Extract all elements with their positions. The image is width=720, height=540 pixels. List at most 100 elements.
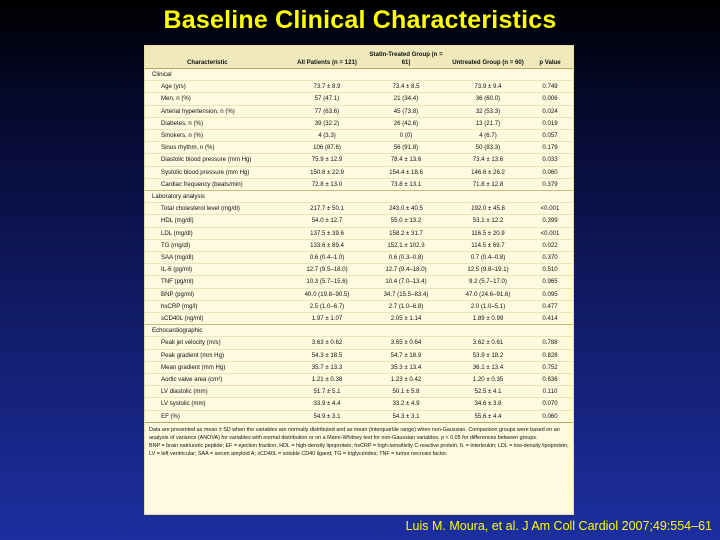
section-header-row: Clinical [145, 69, 573, 81]
section-header-row: Laboratory analysis [145, 190, 573, 203]
cell-statin-group: 33.2 ± 4.9 [363, 397, 449, 411]
table-row: hsCRP (mg/l) 2.5 (1.0–6.7) 2.7 (1.0–6.8) 2.… [145, 299, 573, 313]
cell-statin-group: 21 (34.4) [363, 92, 449, 106]
cell-all-patients: 54.0 ± 12.7 [291, 214, 363, 228]
header-all-patients: All Patients (n = 121) [291, 46, 363, 69]
table-row: BNP (pg/ml) 40.0 (19.8–90.5) 34.7 (15.5–83… [145, 287, 573, 301]
cell-all-patients: 217.7 ± 50.1 [291, 202, 363, 215]
table-row: Arterial hypertension, n (%) 77 (63.6) 45 … [145, 104, 573, 118]
table-row: LDL (mg/dl) 137.5 ± 39.6 158.2 ± 31.7 116.5… [145, 226, 573, 240]
slide-title: Baseline Clinical Characteristics [163, 6, 557, 34]
cell-untreated-group: 13 (21.7) [449, 116, 527, 130]
cell-p-value: 0.636 [527, 373, 573, 386]
row-label: Sinus rhythm, n (%) [145, 141, 291, 154]
cell-p-value: 0.828 [527, 348, 573, 362]
cell-all-patients: 137.5 ± 39.6 [291, 226, 363, 240]
row-label: Arterial hypertension, n (%) [145, 104, 291, 118]
cell-untreated-group: 34.6 ± 3.8 [449, 397, 527, 411]
row-label: Peak jet velocity (m/s) [145, 336, 291, 350]
row-label: IL-6 (pg/ml) [145, 263, 291, 276]
table-row: Peak gradient (mm Hg) 54.3 ± 18.5 54.7 ± 1… [145, 348, 573, 362]
cell-statin-group: 154.4 ± 18.6 [363, 165, 449, 179]
cell-p-value: 0.414 [527, 312, 573, 325]
cell-p-value: 0.060 [527, 165, 573, 179]
cell-p-value: 0.022 [527, 238, 573, 252]
row-label: Aortic valve area (cm²) [145, 373, 291, 386]
cell-untreated-group: 12.5 (9.8–19.1) [449, 263, 527, 276]
table-row: TNF (pg/ml) 10.3 (5.7–15.6) 10.4 (7.0–13.4… [145, 275, 573, 289]
cell-all-patients: 133.6 ± 89.4 [291, 238, 363, 252]
row-label: Systolic blood pressure (mm Hg) [145, 165, 291, 179]
cell-p-value: 0.006 [527, 92, 573, 106]
cell-all-patients: 72.8 ± 13.0 [291, 177, 363, 191]
cell-untreated-group: 50 (83.3) [449, 141, 527, 154]
table-row: Smokers, n (%) 4 (3.3) 0 (0) 4 (6.7) 0.057 [145, 129, 573, 142]
cell-untreated-group: 71.8 ± 12.8 [449, 177, 527, 191]
cell-untreated-group: 3.62 ± 0.61 [449, 336, 527, 350]
cell-all-patients: 54.3 ± 18.5 [291, 348, 363, 362]
table-row: Total cholesterol level (mg/dl) 217.7 ± 5… [145, 202, 573, 215]
cell-statin-group: 12.7 (9.4–18.0) [363, 263, 449, 276]
cell-p-value: 0.379 [527, 177, 573, 191]
cell-statin-group: 34.7 (15.5–83.4) [363, 287, 449, 301]
cell-all-patients: 0.6 (0.4–1.0) [291, 251, 363, 264]
cell-all-patients: 4 (3.3) [291, 129, 363, 142]
cell-all-patients: 2.5 (1.0–6.7) [291, 299, 363, 313]
cell-p-value: 0.019 [527, 116, 573, 130]
header-characteristic: Characteristic [145, 46, 291, 69]
cell-statin-group: 78.4 ± 13.6 [363, 153, 449, 167]
cell-statin-group: 0 (0) [363, 129, 449, 142]
cell-untreated-group: 192.0 ± 45.8 [449, 202, 527, 215]
cell-statin-group: 1.23 ± 0.42 [363, 373, 449, 386]
cell-p-value: <0.001 [527, 226, 573, 240]
row-label: HDL (mg/dl) [145, 214, 291, 228]
table-row: LV diastolic (mm) 51.7 ± 5.1 50.1 ± 5.8 52.… [145, 385, 573, 398]
table-row: EF (%) 54.9 ± 3.1 54.3 ± 3.1 55.6 ± 4.4 0.06… [145, 409, 573, 423]
cell-untreated-group: 73.9 ± 9.4 [449, 80, 527, 93]
cell-all-patients: 77 (63.6) [291, 104, 363, 118]
row-label: TG (mg/dl) [145, 238, 291, 252]
cell-all-patients: 10.3 (5.7–15.6) [291, 275, 363, 289]
table-body: Clinical Age (yrs) 73.7 ± 8.9 73.4 ± 8.5 73.… [145, 69, 573, 423]
cell-all-patients: 51.7 ± 5.1 [291, 385, 363, 398]
row-label: Men, n (%) [145, 92, 291, 106]
cell-untreated-group: 53.9 ± 18.2 [449, 348, 527, 362]
cell-all-patients: 54.9 ± 3.1 [291, 409, 363, 423]
cell-statin-group: 54.7 ± 18.9 [363, 348, 449, 362]
table-footnotes: Data are presented as mean ± SD when the… [145, 423, 573, 458]
row-label: Cardiac frequency (beats/min) [145, 177, 291, 191]
cell-p-value: 0.965 [527, 275, 573, 289]
table-row: HDL (mg/dl) 54.0 ± 12.7 55.0 ± 13.2 53.1 ± … [145, 214, 573, 228]
cell-statin-group: 45 (73.8) [363, 104, 449, 118]
cell-untreated-group: 146.6 ± 26.2 [449, 165, 527, 179]
cell-untreated-group: 9.2 (5.7–17.0) [449, 275, 527, 289]
cell-untreated-group: 1.89 ± 0.99 [449, 312, 527, 325]
row-label: Diastolic blood pressure (mm Hg) [145, 153, 291, 167]
cell-statin-group: 158.2 ± 31.7 [363, 226, 449, 240]
cell-untreated-group: 1.20 ± 0.35 [449, 373, 527, 386]
row-label: LDL (mg/dl) [145, 226, 291, 240]
cell-p-value: 0.057 [527, 129, 573, 142]
table-row: Mean gradient (mm Hg) 35.7 ± 13.3 35.3 ± 1… [145, 360, 573, 374]
cell-statin-group: 0.6 (0.3–0.8) [363, 251, 449, 264]
cell-all-patients: 12.7 (9.5–18.0) [291, 263, 363, 276]
cell-all-patients: 3.63 ± 0.62 [291, 336, 363, 350]
cell-all-patients: 1.21 ± 0.38 [291, 373, 363, 386]
cell-statin-group: 2.7 (1.0–6.8) [363, 299, 449, 313]
row-label: hsCRP (mg/l) [145, 299, 291, 313]
table-row: Diabetes, n (%) 39 (32.2) 26 (42.6) 13 (21.… [145, 116, 573, 130]
cell-all-patients: 33.9 ± 4.4 [291, 397, 363, 411]
table-row: Age (yrs) 73.7 ± 8.9 73.4 ± 8.5 73.9 ± 9.4 0… [145, 80, 573, 93]
cell-untreated-group: 36.1 ± 13.4 [449, 360, 527, 374]
section-header-row: Echocardiographic [145, 324, 573, 337]
cell-statin-group: 35.3 ± 13.4 [363, 360, 449, 374]
row-label: LV systolic (mm) [145, 397, 291, 411]
row-label: Age (yrs) [145, 80, 291, 93]
cell-p-value: 0.752 [527, 360, 573, 374]
cell-statin-group: 2.05 ± 1.14 [363, 312, 449, 325]
table-row: Peak jet velocity (m/s) 3.63 ± 0.62 3.65 ±… [145, 336, 573, 350]
cell-untreated-group: 36 (60.0) [449, 92, 527, 106]
footnote-statistics: Data are presented as mean ± SD when the… [149, 426, 560, 441]
table-row: IL-6 (pg/ml) 12.7 (9.5–18.0) 12.7 (9.4–18.… [145, 263, 573, 276]
cell-p-value: 0.024 [527, 104, 573, 118]
